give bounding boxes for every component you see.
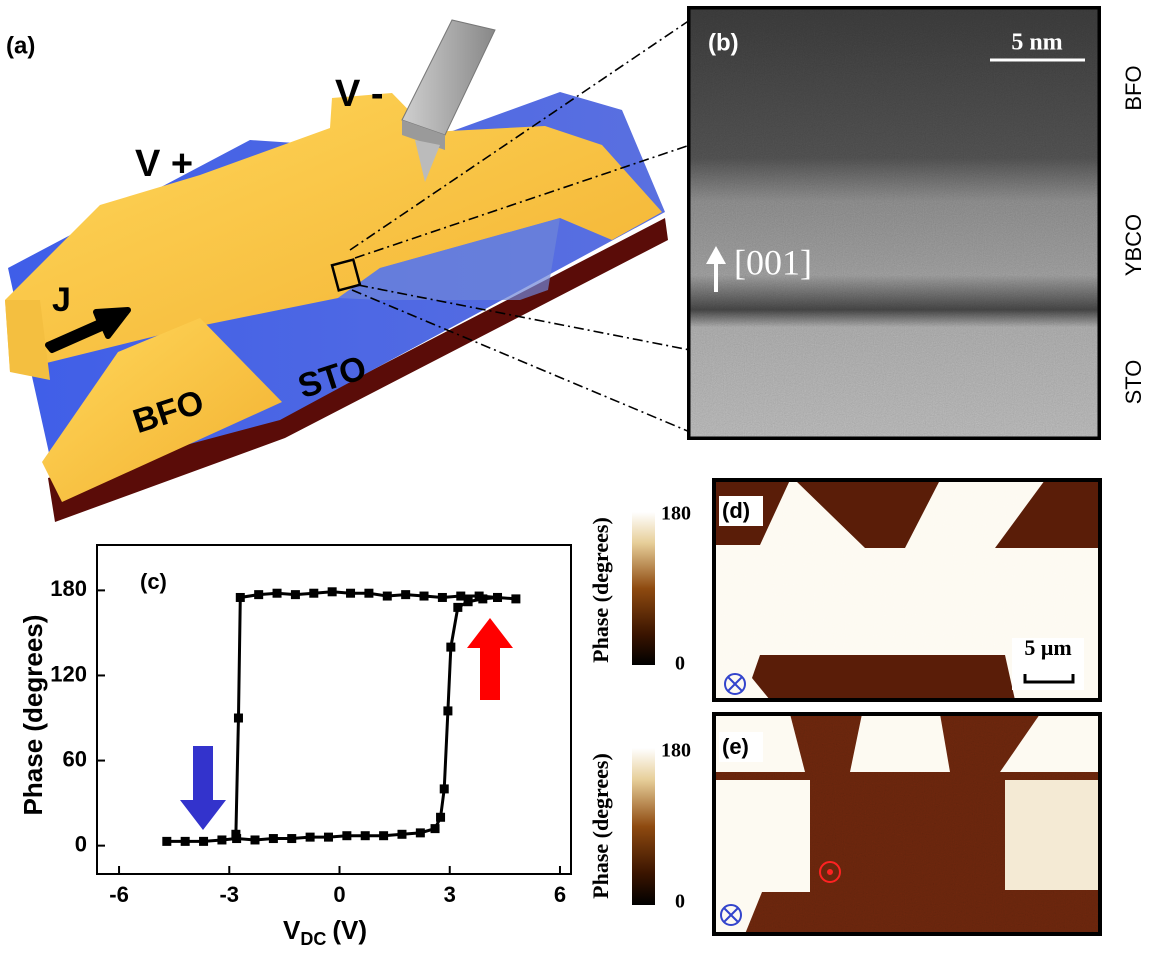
x-tick-label: -6 bbox=[109, 882, 129, 907]
data-point bbox=[420, 592, 429, 601]
data-point bbox=[199, 837, 208, 846]
data-point bbox=[287, 834, 296, 843]
panel-e: 180 0 Phase (degrees) (e) bbox=[588, 714, 1100, 934]
y-tick-label: 120 bbox=[50, 661, 87, 686]
v-plus-label: V + bbox=[135, 143, 193, 185]
x-axis-label-part: V bbox=[283, 915, 301, 945]
x-tick-label: -3 bbox=[219, 882, 239, 907]
data-point bbox=[456, 592, 465, 601]
data-point bbox=[475, 592, 484, 601]
data-point bbox=[342, 831, 351, 840]
colorbar-label: Phase (degrees) bbox=[588, 517, 613, 663]
data-point bbox=[511, 594, 520, 603]
data-point bbox=[269, 834, 278, 843]
panel-b: (b) 5 nm [001] BFO YBCO STO bbox=[687, 6, 1146, 440]
data-point bbox=[443, 706, 452, 715]
x-tick-label: 0 bbox=[333, 882, 345, 907]
scale-bar-label: 5 μm bbox=[1024, 635, 1071, 660]
data-point bbox=[453, 603, 462, 612]
current-label: J bbox=[52, 281, 71, 319]
v-minus-label: V - bbox=[335, 73, 384, 115]
down-arrow bbox=[180, 746, 226, 830]
data-point bbox=[231, 830, 240, 839]
layer-label: BFO bbox=[1121, 65, 1146, 110]
data-point bbox=[346, 589, 355, 598]
data-point bbox=[431, 824, 440, 833]
colorbar-tick: 180 bbox=[661, 503, 691, 525]
data-point bbox=[361, 831, 370, 840]
data-point bbox=[416, 828, 425, 837]
colorbar bbox=[632, 748, 655, 905]
data-point bbox=[234, 714, 243, 723]
data-point bbox=[383, 592, 392, 601]
up-arrow bbox=[467, 618, 513, 700]
direction-label: [001] bbox=[734, 242, 812, 282]
data-point bbox=[306, 833, 315, 842]
x-tick-label: 6 bbox=[554, 882, 566, 907]
data-point bbox=[401, 590, 410, 599]
data-point bbox=[440, 784, 449, 793]
data-point bbox=[436, 813, 445, 822]
data-point bbox=[493, 593, 502, 602]
y-tick-label: 180 bbox=[50, 576, 87, 601]
data-point bbox=[251, 835, 260, 844]
x-axis-label-part: DC bbox=[300, 929, 326, 949]
cantilever bbox=[402, 20, 495, 135]
data-point bbox=[309, 589, 318, 598]
tem-image bbox=[687, 6, 1101, 440]
data-point bbox=[438, 593, 447, 602]
colorbar-tick: 180 bbox=[661, 740, 691, 762]
data-point bbox=[181, 837, 190, 846]
data-point bbox=[397, 830, 406, 839]
panel-label: (a) bbox=[6, 32, 35, 59]
colorbar-tick: 0 bbox=[675, 653, 685, 675]
data-point bbox=[254, 590, 263, 599]
data-point bbox=[446, 643, 455, 652]
panel-label: (e) bbox=[722, 734, 749, 759]
data-point bbox=[379, 831, 388, 840]
colorbar-tick: 0 bbox=[675, 891, 685, 913]
data-point bbox=[162, 837, 171, 846]
data-point bbox=[364, 589, 373, 598]
layer-label: YBCO bbox=[1121, 214, 1146, 276]
data-point bbox=[236, 593, 245, 602]
domain bbox=[714, 780, 810, 892]
figure: (a) V + V - J BFO STO (b) 5 nm [001] BFO… bbox=[0, 0, 1153, 956]
panel-label: (c) bbox=[140, 569, 167, 594]
data-point bbox=[324, 833, 333, 842]
x-axis-label: VDC (V) bbox=[283, 915, 367, 949]
panel-label: (d) bbox=[722, 498, 750, 523]
layer-label: STO bbox=[1121, 360, 1146, 405]
domain bbox=[850, 714, 950, 772]
y-tick-label: 0 bbox=[75, 831, 87, 856]
scale-bar-label: 5 nm bbox=[1011, 30, 1062, 56]
data-point bbox=[217, 835, 226, 844]
panel-label: (b) bbox=[708, 29, 739, 56]
y-axis-label: Phase (degrees) bbox=[18, 615, 48, 816]
data-point bbox=[291, 590, 300, 599]
data-point bbox=[273, 589, 282, 598]
x-tick-label: 3 bbox=[444, 882, 456, 907]
y-tick-label: 60 bbox=[63, 746, 87, 771]
panel-a: (a) V + V - J BFO STO bbox=[5, 20, 690, 522]
domain bbox=[752, 655, 1015, 700]
x-axis-label-part: (V) bbox=[332, 915, 367, 945]
domain bbox=[1005, 780, 1100, 890]
colorbar bbox=[632, 512, 655, 665]
data-point bbox=[328, 587, 337, 596]
colorbar-label: Phase (degrees) bbox=[588, 753, 613, 899]
panel-d: 180 0 Phase (degrees) (d) 5 μm bbox=[588, 480, 1100, 700]
